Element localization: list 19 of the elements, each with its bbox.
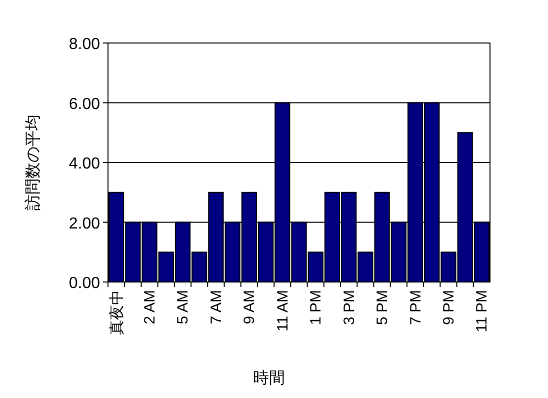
x-tick-label: 2 AM — [142, 290, 159, 324]
x-tick-label: 1 PM — [308, 290, 325, 326]
x-axis-title: 時間 — [253, 369, 285, 387]
x-tick-label: 7 AM — [208, 290, 225, 324]
y-axis-title: 訪問数の平均 — [24, 114, 42, 210]
x-tick-label: 11 PM — [474, 290, 491, 332]
y-tick-label: 6.00 — [68, 96, 100, 113]
y-tick-label: 8.00 — [68, 36, 100, 53]
x-tick-label: 9 PM — [440, 290, 458, 326]
x-tick-label: 5 PM — [374, 290, 392, 326]
x-tick-label: 7 PM — [407, 290, 424, 326]
x-tick-label: 5 AM — [174, 290, 192, 324]
x-tick-label: 9 AM — [241, 290, 258, 324]
x-tick-label: 3 PM — [340, 290, 358, 326]
y-tick-label: 0.00 — [68, 275, 100, 292]
x-tick-label: 11 AM — [274, 290, 292, 332]
y-tick-label: 4.00 — [68, 156, 100, 172]
y-tick-label: 2.00 — [68, 215, 100, 232]
x-tick-label: 真夜中 — [108, 290, 126, 335]
